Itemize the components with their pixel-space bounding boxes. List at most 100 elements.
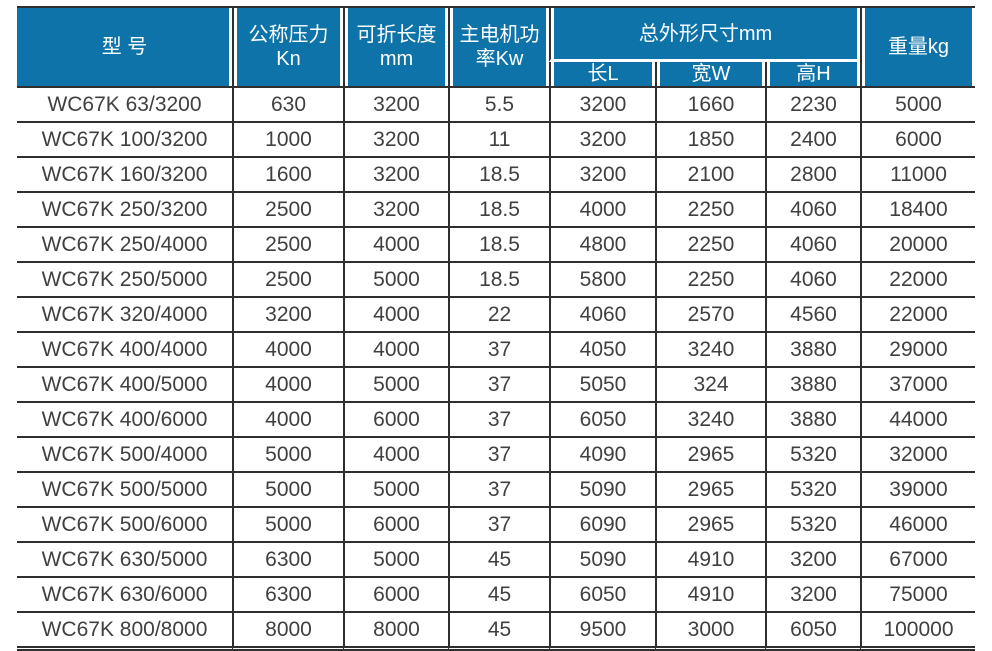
cell-dim-length: 5050 [549, 368, 655, 403]
cell-dim-length: 9500 [549, 613, 655, 651]
cell-nominal-pressure: 5000 [232, 438, 343, 473]
cell-model: WC67K 250/5000 [17, 263, 232, 298]
cell-model: WC67K 500/4000 [17, 438, 232, 473]
cell-motor-power: 11 [448, 123, 549, 158]
col-header-width-w-label: 宽W [691, 63, 731, 85]
cell-fold-length: 4000 [343, 298, 448, 333]
cell-model: WC67K 500/5000 [17, 473, 232, 508]
cell-weight: 44000 [860, 403, 975, 438]
cell-fold-length: 5000 [343, 368, 448, 403]
cell-weight: 22000 [860, 263, 975, 298]
cell-dim-width: 2965 [655, 473, 765, 508]
cell-dim-width: 2250 [655, 193, 765, 228]
table-row: WC67K 160/3200 1600 3200 18.5 3200 2100 … [17, 158, 975, 193]
cell-nominal-pressure: 1600 [232, 158, 343, 193]
cell-weight: 20000 [860, 228, 975, 263]
cell-model: WC67K 400/6000 [17, 403, 232, 438]
cell-weight: 39000 [860, 473, 975, 508]
cell-nominal-pressure: 2500 [232, 193, 343, 228]
cell-model: WC67K 100/3200 [17, 123, 232, 158]
cell-motor-power: 18.5 [448, 228, 549, 263]
cell-model: WC67K 160/3200 [17, 158, 232, 193]
col-header-height-h-label: 高H [796, 63, 831, 85]
cell-model: WC67K 630/5000 [17, 543, 232, 578]
cell-dim-height: 2230 [765, 86, 860, 123]
col-header-width-w: 宽W [655, 62, 765, 86]
col-header-weight-label: 重量kg [887, 36, 950, 58]
cell-dim-length: 4060 [549, 298, 655, 333]
cell-dim-width: 2570 [655, 298, 765, 333]
cell-nominal-pressure: 6300 [232, 578, 343, 613]
cell-nominal-pressure: 4000 [232, 368, 343, 403]
cell-nominal-pressure: 5000 [232, 473, 343, 508]
cell-motor-power: 37 [448, 368, 549, 403]
cell-motor-power: 5.5 [448, 86, 549, 123]
cell-dim-width: 1850 [655, 123, 765, 158]
table-row: WC67K 63/3200 630 3200 5.5 3200 1660 223… [17, 86, 975, 123]
cell-dim-width: 3000 [655, 613, 765, 651]
cell-dim-length: 3200 [549, 123, 655, 158]
cell-nominal-pressure: 6300 [232, 543, 343, 578]
col-header-model-label: 型 号 [101, 36, 148, 58]
table-row: WC67K 250/4000 2500 4000 18.5 4800 2250 … [17, 228, 975, 263]
table-row: WC67K 630/5000 6300 5000 45 5090 4910 32… [17, 543, 975, 578]
cell-dim-width: 2965 [655, 508, 765, 543]
cell-dim-width: 2100 [655, 158, 765, 193]
col-header-fold-length-cn: 可折长度 [356, 24, 437, 46]
cell-dim-length: 5090 [549, 473, 655, 508]
cell-motor-power: 37 [448, 473, 549, 508]
cell-motor-power: 18.5 [448, 263, 549, 298]
cell-model: WC67K 400/5000 [17, 368, 232, 403]
cell-dim-length: 3200 [549, 158, 655, 193]
cell-dim-width: 4910 [655, 543, 765, 578]
cell-dim-length: 6050 [549, 578, 655, 613]
cell-fold-length: 5000 [343, 543, 448, 578]
cell-fold-length: 3200 [343, 193, 448, 228]
cell-model: WC67K 800/8000 [17, 613, 232, 651]
col-header-overall-dimensions-label: 总外形尺寸mm [638, 22, 773, 45]
cell-weight: 67000 [860, 543, 975, 578]
cell-dim-height: 3200 [765, 578, 860, 613]
cell-motor-power: 22 [448, 298, 549, 333]
cell-fold-length: 6000 [343, 578, 448, 613]
cell-dim-width: 2250 [655, 228, 765, 263]
table-row: WC67K 500/4000 5000 4000 37 4090 2965 53… [17, 438, 975, 473]
cell-dim-height: 2400 [765, 123, 860, 158]
cell-model: WC67K 500/6000 [17, 508, 232, 543]
cell-dim-height: 5320 [765, 438, 860, 473]
cell-nominal-pressure: 1000 [232, 123, 343, 158]
cell-weight: 75000 [860, 578, 975, 613]
table-row: WC67K 250/3200 2500 3200 18.5 4000 2250 … [17, 193, 975, 228]
cell-motor-power: 45 [448, 543, 549, 578]
table-row: WC67K 320/4000 3200 4000 22 4060 2570 45… [17, 298, 975, 333]
cell-dim-width: 324 [655, 368, 765, 403]
cell-fold-length: 5000 [343, 263, 448, 298]
cell-dim-length: 4090 [549, 438, 655, 473]
cell-nominal-pressure: 3200 [232, 298, 343, 333]
cell-dim-height: 5320 [765, 473, 860, 508]
cell-weight: 5000 [860, 86, 975, 123]
cell-dim-length: 6050 [549, 403, 655, 438]
cell-dim-width: 2250 [655, 263, 765, 298]
spec-table-header: 型 号 公称压力 Kn 可折长度 mm 主电机功 率Kw 总外形尺寸mm [17, 8, 975, 86]
cell-dim-width: 1660 [655, 86, 765, 123]
cell-fold-length: 6000 [343, 403, 448, 438]
cell-nominal-pressure: 2500 [232, 263, 343, 298]
cell-dim-height: 2800 [765, 158, 860, 193]
cell-fold-length: 6000 [343, 508, 448, 543]
col-header-height-h: 高H [765, 62, 860, 86]
cell-motor-power: 37 [448, 333, 549, 368]
spec-table-wrap: 型 号 公称压力 Kn 可折长度 mm 主电机功 率Kw 总外形尺寸mm [17, 6, 975, 651]
cell-dim-height: 3880 [765, 333, 860, 368]
col-header-motor-power-line2: 率Kw [475, 48, 524, 70]
cell-motor-power: 45 [448, 578, 549, 613]
cell-model: WC67K 63/3200 [17, 86, 232, 123]
cell-weight: 11000 [860, 158, 975, 193]
cell-fold-length: 4000 [343, 438, 448, 473]
table-row: WC67K 400/5000 4000 5000 37 5050 324 388… [17, 368, 975, 403]
cell-fold-length: 3200 [343, 86, 448, 123]
col-header-nominal-pressure-unit: Kn [276, 48, 301, 70]
cell-dim-length: 4000 [549, 193, 655, 228]
table-row: WC67K 500/6000 5000 6000 37 6090 2965 53… [17, 508, 975, 543]
cell-dim-height: 6050 [765, 613, 860, 651]
